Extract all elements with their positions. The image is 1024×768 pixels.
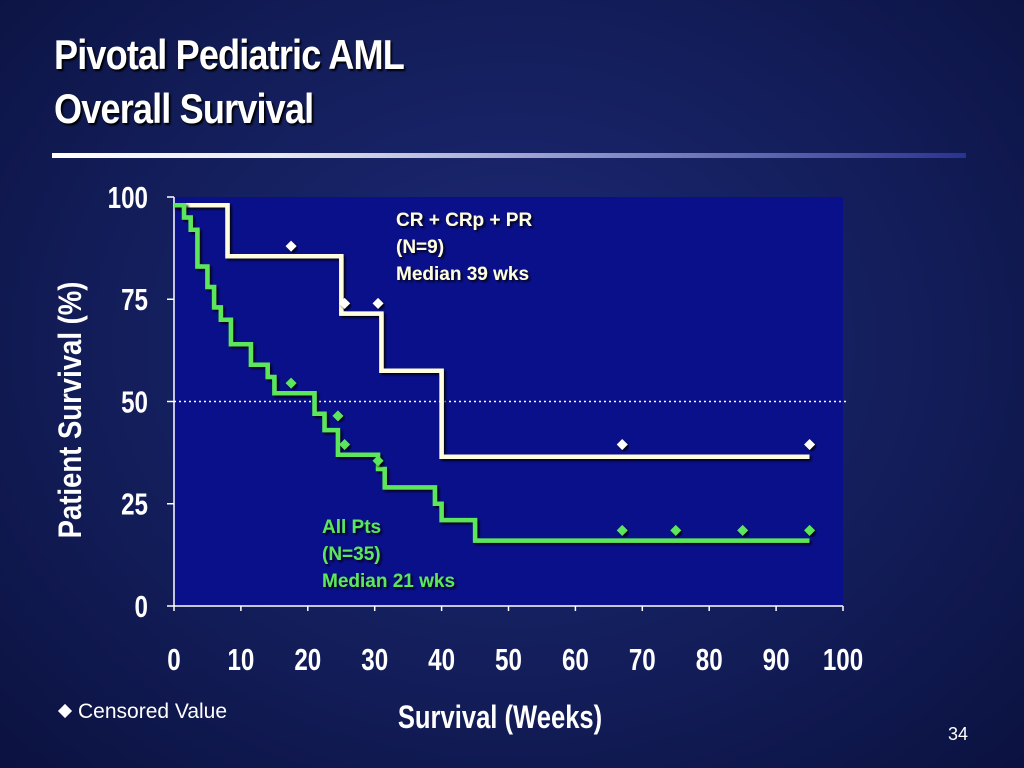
x-tick-label: 50 bbox=[495, 642, 522, 677]
censored-marker bbox=[332, 410, 344, 422]
censored-marker bbox=[285, 240, 297, 252]
series-annotation-2: Median 21 wks bbox=[322, 571, 455, 592]
x-tick-label: 20 bbox=[294, 642, 321, 677]
y-tick-label: 75 bbox=[121, 282, 148, 317]
x-tick-label: 90 bbox=[763, 642, 790, 677]
title-divider bbox=[52, 153, 966, 158]
y-tick-label: 100 bbox=[108, 180, 148, 215]
x-tick-label: 70 bbox=[629, 642, 656, 677]
censored-marker bbox=[339, 297, 351, 309]
series-annotation-2: (N=35) bbox=[322, 544, 381, 565]
censored-marker bbox=[616, 524, 628, 536]
x-tick-label: 60 bbox=[562, 642, 589, 677]
censored-marker bbox=[339, 438, 351, 450]
page-number: 34 bbox=[947, 724, 968, 744]
x-tick-label: 10 bbox=[227, 642, 254, 677]
series-annotation-1: CR + CRp + PR bbox=[396, 210, 532, 231]
x-tick-label: 100 bbox=[823, 642, 863, 677]
y-axis-title: Patient Survival (%) bbox=[53, 282, 88, 539]
legend-label: Censored Value bbox=[78, 700, 228, 723]
x-tick-label: 30 bbox=[361, 642, 388, 677]
survival-curve-1 bbox=[174, 202, 810, 459]
x-tick-label: 80 bbox=[696, 642, 723, 677]
series-annotation-2: All Pts bbox=[322, 517, 381, 538]
censored-marker bbox=[616, 438, 628, 450]
series-annotation-1: (N=9) bbox=[396, 237, 444, 258]
y-tick-label: 25 bbox=[121, 487, 148, 522]
x-tick-label: 40 bbox=[428, 642, 455, 677]
x-tick-label: 0 bbox=[167, 642, 180, 677]
y-tick-label: 50 bbox=[121, 385, 148, 420]
censored-marker bbox=[372, 297, 384, 309]
censored-marker bbox=[285, 377, 297, 389]
slide-title: Pivotal Pediatric AML Overall Survival bbox=[54, 28, 405, 136]
slide-title-line2: Overall Survival bbox=[54, 85, 314, 132]
series-annotation-1: Median 39 wks bbox=[396, 264, 529, 285]
y-tick-label: 0 bbox=[135, 589, 148, 624]
survival-curve-2 bbox=[174, 202, 810, 543]
slide-title-line1: Pivotal Pediatric AML bbox=[54, 31, 405, 78]
censored-legend: Censored Value bbox=[56, 700, 227, 724]
censored-marker bbox=[804, 438, 816, 450]
diamond-icon bbox=[57, 703, 73, 719]
censored-marker bbox=[372, 455, 384, 467]
censored-marker bbox=[804, 524, 816, 536]
censored-marker bbox=[737, 524, 749, 536]
censored-marker bbox=[670, 524, 682, 536]
x-axis-title: Survival (Weeks) bbox=[398, 700, 602, 735]
